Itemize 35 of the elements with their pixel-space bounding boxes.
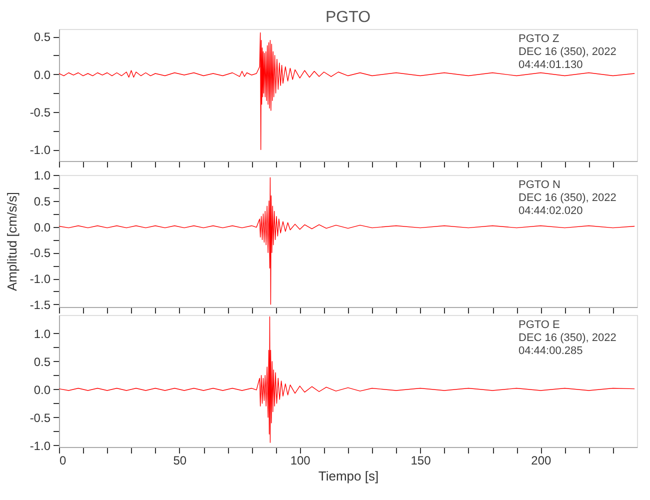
y-tick-label: 0.5 (34, 194, 51, 208)
y-tick-label: -1.0 (30, 143, 51, 158)
annotation: 04:44:00.285 (518, 345, 583, 357)
annotation: PGTO N (518, 179, 561, 191)
annotation: PGTO Z (518, 33, 560, 45)
x-tick-label: 0 (60, 454, 66, 468)
annotation: 04:44:02.020 (518, 205, 583, 217)
y-tick-label: 0.5 (34, 354, 51, 369)
x-tick-label: 50 (173, 454, 187, 468)
x-tick-label: 100 (290, 454, 311, 468)
x-tick-label: 200 (531, 454, 552, 468)
chart-title: PGTO (325, 9, 371, 26)
y-tick-label: 0.0 (34, 220, 51, 234)
y-axis-title: Amplitud [cm/s/s] (4, 192, 20, 291)
y-tick-label: 1.0 (34, 168, 51, 182)
y-tick-label: 0.0 (34, 382, 51, 397)
line-series (59, 177, 635, 305)
annotation: DEC 16 (350), 2022 (518, 46, 616, 58)
line-series (59, 32, 635, 150)
line-series (59, 316, 635, 443)
y-tick-label: 0.0 (34, 68, 51, 82)
y-tick-label: 1.0 (34, 326, 51, 341)
y-tick-label: -1.0 (30, 272, 51, 286)
y-tick-label: -1.5 (30, 298, 51, 312)
x-axis-title: Tiempo [s] (318, 468, 379, 484)
annotation: PGTO E (518, 319, 560, 331)
y-tick-label: 0.5 (34, 30, 51, 44)
y-tick-label: -0.5 (30, 410, 51, 425)
x-tick-label: 150 (410, 454, 432, 468)
y-tick-label: -0.5 (30, 105, 51, 120)
annotation: DEC 16 (350), 2022 (518, 332, 616, 344)
annotation: 04:44:01.130 (518, 59, 583, 71)
annotation: DEC 16 (350), 2022 (518, 192, 616, 204)
y-tick-label: -0.5 (30, 246, 51, 260)
y-tick-label: -1.0 (30, 438, 51, 453)
